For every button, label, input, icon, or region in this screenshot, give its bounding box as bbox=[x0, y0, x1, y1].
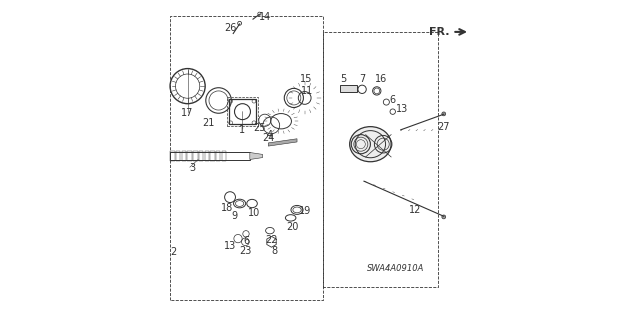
Text: 14: 14 bbox=[259, 11, 271, 22]
Text: 4: 4 bbox=[267, 130, 273, 140]
Bar bbox=[176, 151, 180, 161]
Text: 22: 22 bbox=[265, 235, 278, 245]
Bar bbox=[170, 152, 250, 160]
Text: 6: 6 bbox=[243, 236, 249, 247]
Text: FR.: FR. bbox=[429, 27, 449, 37]
Text: SWA4A0910A: SWA4A0910A bbox=[367, 264, 424, 273]
Bar bbox=[188, 151, 192, 161]
Text: 13: 13 bbox=[396, 104, 408, 114]
Text: 1: 1 bbox=[239, 125, 246, 135]
Circle shape bbox=[442, 112, 445, 116]
Circle shape bbox=[442, 215, 445, 219]
Bar bbox=[205, 151, 209, 161]
Bar bbox=[229, 99, 256, 124]
Text: 2: 2 bbox=[170, 247, 177, 257]
Text: 16: 16 bbox=[376, 74, 388, 84]
Bar bbox=[199, 151, 204, 161]
Text: 20: 20 bbox=[286, 222, 298, 232]
Text: 3: 3 bbox=[189, 163, 195, 174]
Bar bbox=[221, 151, 226, 161]
Text: 19: 19 bbox=[299, 206, 311, 217]
Bar bbox=[170, 151, 175, 161]
Text: 27: 27 bbox=[438, 122, 450, 132]
Text: 6: 6 bbox=[390, 94, 396, 105]
Polygon shape bbox=[250, 152, 262, 160]
Text: 18: 18 bbox=[221, 203, 234, 213]
Text: 15: 15 bbox=[300, 74, 313, 84]
Ellipse shape bbox=[349, 127, 391, 162]
Text: 13: 13 bbox=[224, 241, 236, 251]
Bar bbox=[227, 97, 258, 126]
Text: 25: 25 bbox=[253, 122, 266, 133]
Text: 21: 21 bbox=[202, 118, 214, 128]
Bar bbox=[211, 151, 215, 161]
Text: 10: 10 bbox=[248, 208, 260, 218]
Text: 7: 7 bbox=[359, 74, 365, 84]
Text: 23: 23 bbox=[239, 246, 252, 256]
Text: 12: 12 bbox=[409, 205, 421, 215]
Text: 11: 11 bbox=[300, 86, 313, 96]
Text: 5: 5 bbox=[340, 74, 346, 84]
Polygon shape bbox=[268, 139, 297, 146]
Bar bbox=[340, 85, 357, 92]
Text: 24: 24 bbox=[262, 133, 275, 143]
Bar bbox=[182, 151, 186, 161]
Text: 8: 8 bbox=[271, 246, 278, 256]
Text: 26: 26 bbox=[224, 23, 236, 33]
Bar bbox=[193, 151, 198, 161]
Bar bbox=[216, 151, 220, 161]
Text: 9: 9 bbox=[232, 211, 237, 221]
Text: 17: 17 bbox=[181, 108, 194, 118]
